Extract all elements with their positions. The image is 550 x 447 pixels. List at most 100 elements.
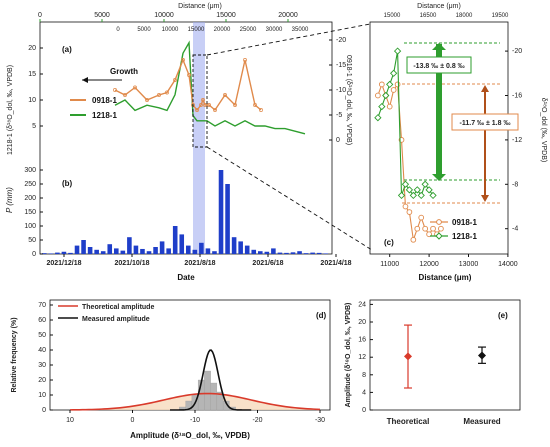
top-tick-label-green: 10000: [154, 12, 174, 19]
top-ticks-green: 0 5000 10000 15000 20000: [38, 12, 298, 22]
panel-c-point-1218-1: [429, 191, 437, 200]
panel-label-d: (d): [316, 311, 327, 320]
precip-bar: [114, 248, 119, 254]
precip-bar: [303, 253, 309, 254]
panel-c-point-1218-1: [401, 180, 410, 188]
panel-b-date-ticks: 2021/12/18 2021/10/18 2021/8/18 2021/6/18 20…: [46, 254, 352, 267]
panel-c-point-0918-1: [438, 225, 444, 232]
ytick-label-right-a: -5: [336, 112, 342, 119]
panel-d-ytick-label: 60: [38, 317, 46, 324]
panel-e-category-label: Measured: [463, 417, 500, 426]
panel-c-xticks: 11000 12000 13000 14000: [380, 254, 518, 268]
precip-bar: [153, 247, 158, 254]
precip-bar: [297, 251, 302, 254]
panel-c-point-1218-1: [390, 69, 398, 77]
panel-b-xlabel: Date: [177, 273, 195, 282]
zoom-connector-bottom: [206, 146, 373, 251]
panel-d-ylabel: Relative frequency (%): [11, 317, 18, 392]
legend-a-label: 0918-1: [92, 96, 117, 105]
series-line-1218-1: [114, 40, 306, 135]
top-tick-label-orange: 25000: [240, 27, 257, 33]
panel-c-point-1218-1: [421, 180, 429, 188]
precip-bar: [42, 253, 47, 254]
precip-bar: [120, 250, 126, 254]
panel-e-ytick-label: 12: [358, 354, 366, 361]
ytick-label-left-a: 5: [32, 123, 36, 130]
date-tick-label: 2021/10/18: [114, 260, 149, 267]
precip-bar: [225, 184, 230, 254]
precip-bar: [81, 240, 86, 254]
series-point-0918-1: [181, 58, 185, 62]
panel-d-content: [69, 349, 321, 411]
date-tick-label: 2021/8/18: [184, 260, 215, 267]
series-point-0918-1: [199, 103, 203, 107]
panel-ab-frame: [39, 21, 333, 255]
series-point-0918-1: [213, 108, 217, 112]
panel-a-ylabel-right: 0918-1 (δ¹⁸O_dol, ‰, VPDB): [345, 55, 352, 145]
ytick-label-right-a: -10: [336, 87, 346, 94]
histogram-bar: [204, 370, 211, 411]
precip-bar: [172, 226, 178, 254]
top-axis-label-a: Distance (μm): [178, 3, 222, 10]
panel-c-point-1218-1: [417, 191, 425, 200]
panel-c-point-1218-1: [413, 186, 421, 194]
panel-c-point-0918-1: [418, 214, 425, 221]
ytick-label-b: 0: [32, 251, 36, 258]
series-point-0918-1: [207, 103, 211, 107]
series-point-0918-1: [195, 108, 199, 112]
panel-d-xtick-label: -20: [252, 417, 262, 424]
panel-a-yticks-right: -20 -15 -10 -5 0: [329, 37, 346, 144]
panel-c-ytick-label: -12: [512, 137, 522, 144]
highlight-band: [193, 22, 205, 254]
precip-bar: [231, 237, 237, 254]
ytick-label-right-a: 0: [336, 137, 340, 144]
panel-e-ytick-label: 20: [358, 319, 366, 326]
precip-bar: [271, 248, 276, 254]
top-tick-label-orange: 15000: [188, 27, 205, 33]
legend-a: 0918-1 1218-1: [70, 96, 117, 120]
panel-c-yticks: -20 -16 -12 -8 -4: [505, 48, 522, 233]
top-tick-label-green: 5000: [94, 12, 110, 19]
panel-c-top-ticks: 15000 16500 18000 19500: [384, 13, 509, 19]
panel-c-point-1218-1: [378, 102, 386, 111]
date-tick-label: 2021/4/18: [320, 260, 351, 267]
panel-d-xtick-label: 10: [66, 417, 74, 424]
panel-e-ytick-label: 24: [358, 301, 366, 308]
series-point-0918-1: [259, 108, 263, 112]
panel-c-top-tick-label: 19500: [492, 13, 509, 19]
precip-bar: [258, 251, 263, 254]
top-tick-label-green: 15000: [216, 12, 236, 19]
panel-c-top-tick-label: 15000: [384, 13, 401, 19]
series-point-0918-1: [165, 90, 169, 95]
panel-e-point: [404, 352, 412, 361]
panel-c-point-1218-1: [409, 191, 417, 200]
panel-e-point: [478, 351, 486, 360]
precip-bar: [140, 248, 145, 254]
panel-e-ytick-label: 8: [362, 372, 366, 379]
ytick-label-b: 50: [28, 237, 36, 244]
legend-c-marker: [435, 232, 443, 240]
panel-e-ytick-label: 16: [358, 337, 366, 344]
ytick-label-b: 150: [24, 209, 36, 216]
panel-d-xticks: 10 0 -10 -20 -30: [66, 410, 325, 424]
panel-a-ylabel-left: 1218-1 (δ¹⁸O_dol, ‰, VPDB): [7, 65, 14, 155]
precip-bar: [94, 249, 99, 254]
panel-c-ytick-label: -4: [512, 226, 518, 233]
c-orange-arrowhead-top: [481, 85, 489, 92]
panel-d-ytick-label: 30: [38, 362, 46, 369]
panel-b-bars: [42, 170, 329, 254]
panel-c-xtick-label: 13000: [459, 261, 479, 268]
legend-c-marker: [436, 219, 442, 225]
precip-bar: [74, 245, 80, 254]
panel-c-ytick-label: -16: [512, 93, 522, 100]
panel-d-ytick-label: 20: [38, 377, 46, 384]
precip-bar: [290, 252, 296, 254]
panel-c-point-1218-1: [386, 80, 394, 89]
precip-bar: [186, 245, 191, 254]
precip-bar: [179, 234, 185, 254]
c-orange-arrowhead-bottom: [481, 195, 489, 202]
panel-e-ytick-label: 4: [362, 389, 366, 396]
precip-bar: [244, 245, 250, 254]
precip-bar: [205, 248, 211, 254]
